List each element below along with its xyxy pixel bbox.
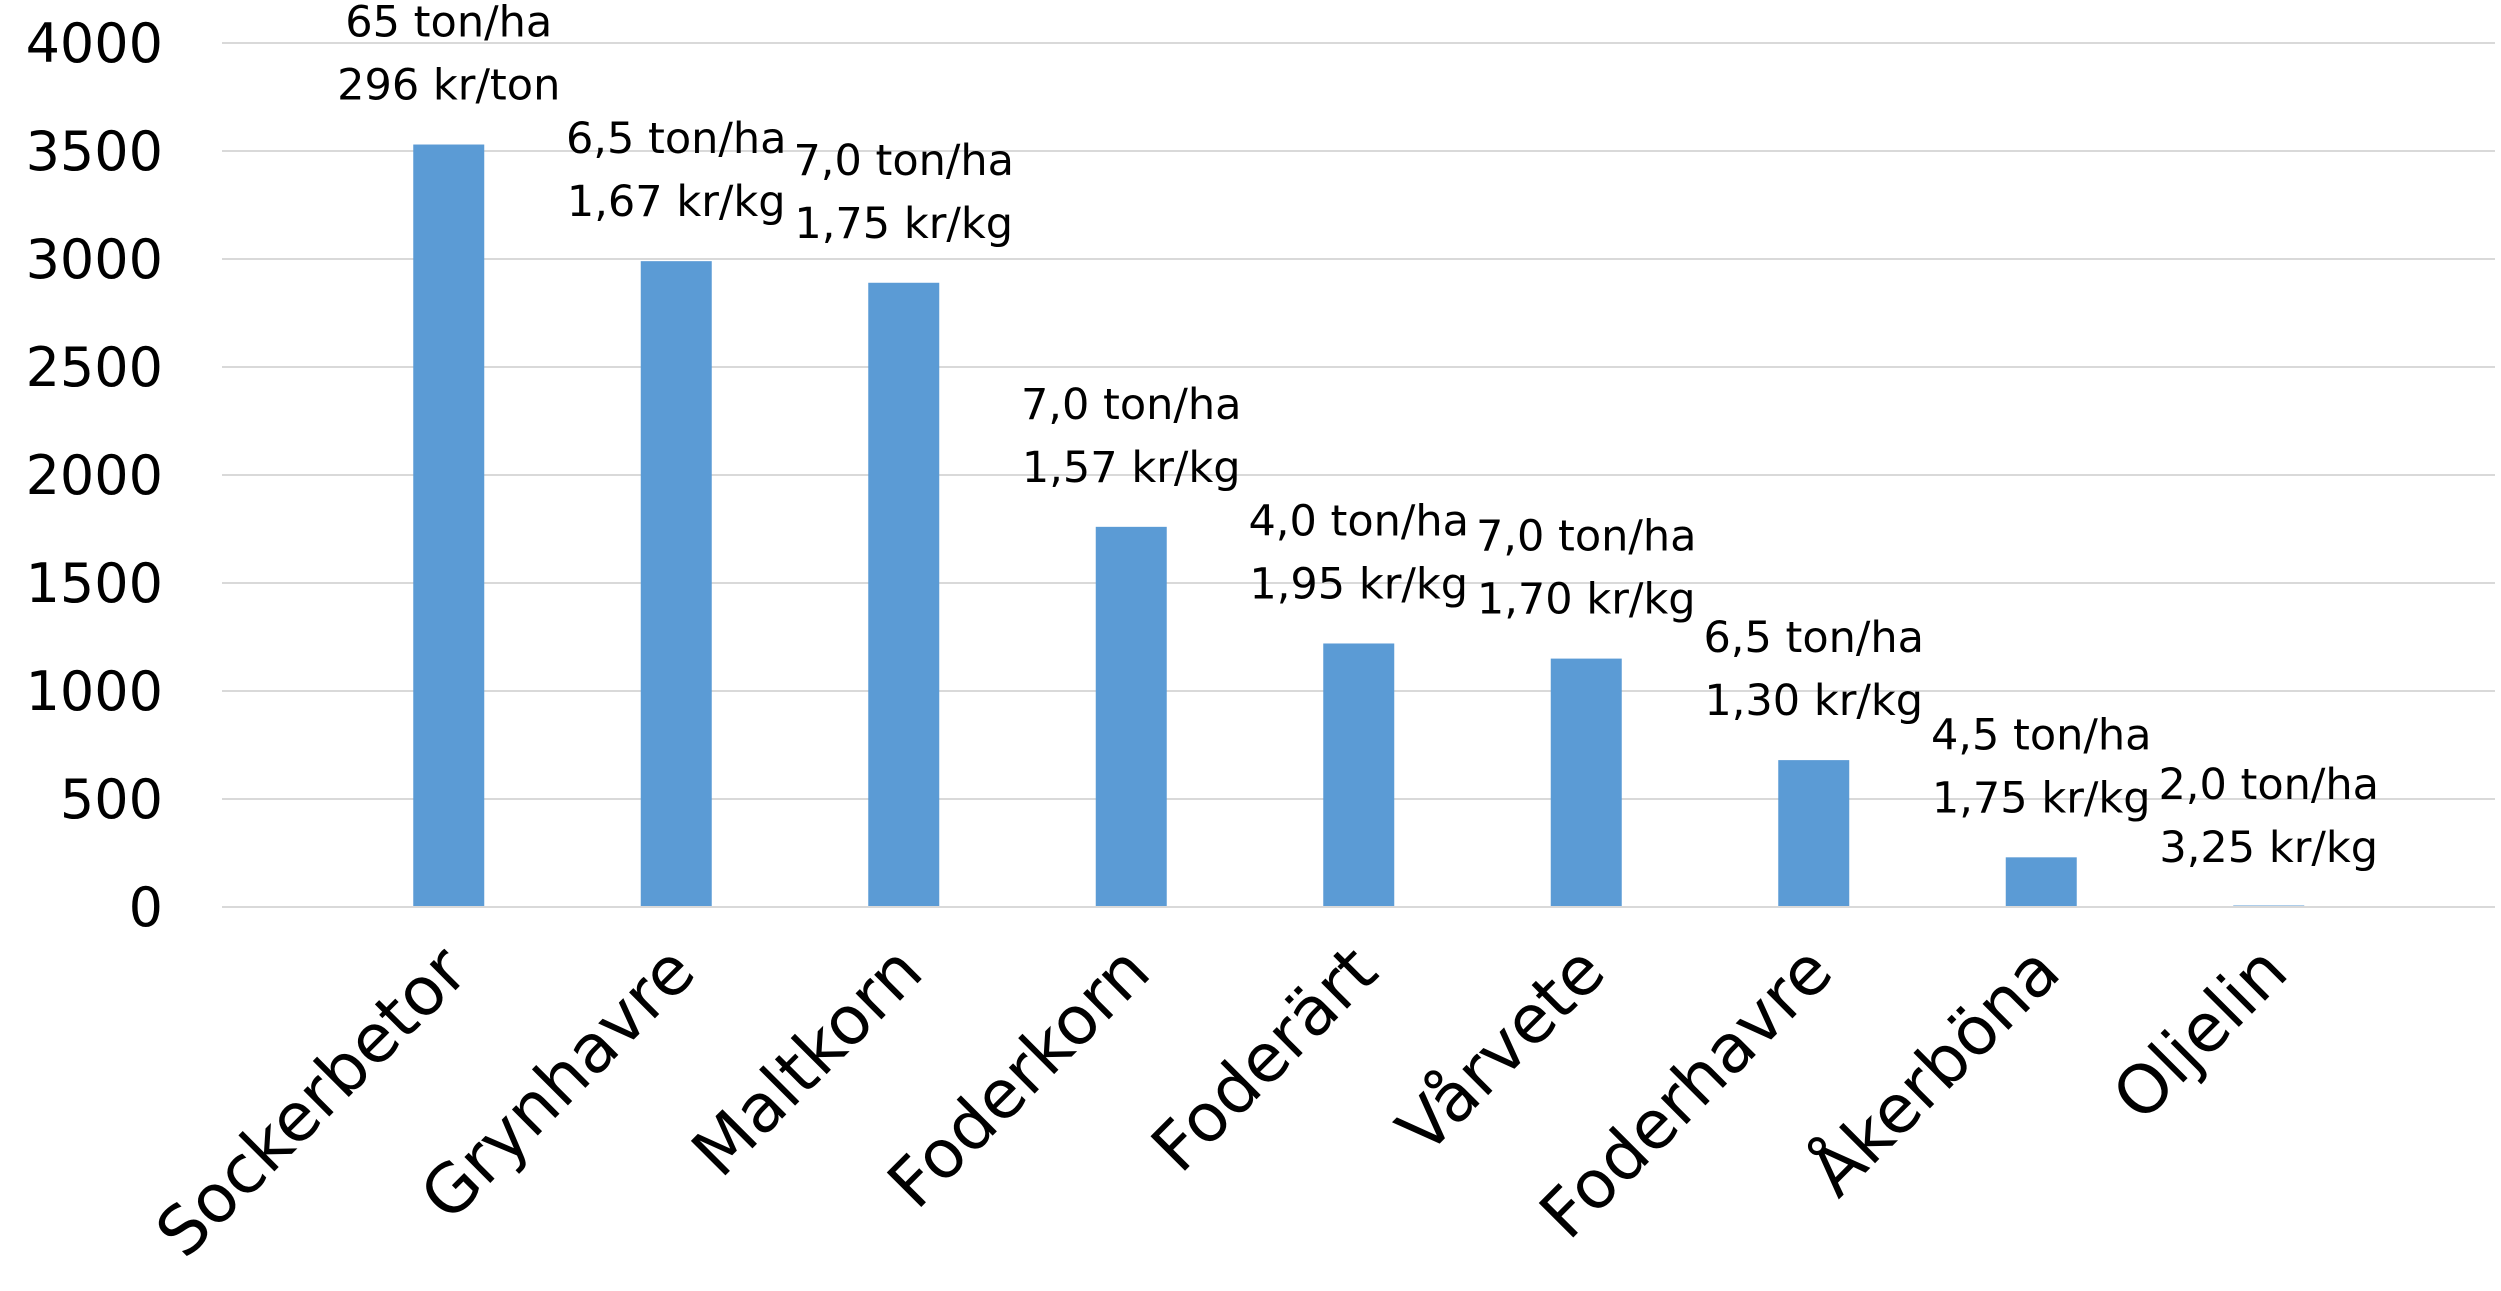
y-tick-label: 2000 xyxy=(26,444,163,507)
y-tick-label: 3500 xyxy=(26,120,163,183)
y-axis-ticks: 0 500 1000 1500 2000 2500 3000 3500 4000 xyxy=(26,12,163,939)
y-tick-label: 0 xyxy=(129,876,163,939)
y-tick-label: 2500 xyxy=(26,336,163,399)
data-label-price: 296 kr/ton xyxy=(337,61,560,111)
bar-vårvete xyxy=(1550,658,1622,907)
bar-maltkorn xyxy=(868,282,940,907)
bar-åkerböna xyxy=(2005,857,2077,907)
bar-foderhavre xyxy=(1778,760,1850,907)
data-label-yield: 65 ton/ha xyxy=(345,0,552,48)
y-tick-label: 4000 xyxy=(26,12,163,75)
data-label-yield: 6,5 ton/ha xyxy=(566,114,787,164)
data-label-yield: 2,0 ton/ha xyxy=(2158,760,2379,810)
data-label-yield: 7,0 ton/ha xyxy=(1021,380,1242,430)
data-label-yield: 4,0 ton/ha xyxy=(1248,496,1469,546)
data-label-price: 1,75 kr/kg xyxy=(1932,773,2151,823)
y-tick-label: 1500 xyxy=(26,552,163,615)
x-tick-label: Oljelin xyxy=(2098,931,2302,1135)
y-tick-label: 3000 xyxy=(26,228,163,291)
data-label-price: 3,25 kr/kg xyxy=(2159,823,2378,873)
gridlines xyxy=(222,42,2495,800)
bar-foderkorn xyxy=(1095,526,1167,907)
data-label-yield: 7,0 ton/ha xyxy=(1476,512,1697,562)
bar-grynhavre xyxy=(640,261,712,907)
data-label-price: 1,70 kr/kg xyxy=(1477,575,1696,625)
data-label-price: 1,95 kr/kg xyxy=(1249,559,1468,609)
y-tick-label: 500 xyxy=(60,768,163,831)
data-label-yield: 6,5 ton/ha xyxy=(1703,613,1924,663)
x-tick-label: Vårvete xyxy=(1382,931,1619,1168)
data-label-yield: 4,5 ton/ha xyxy=(1931,710,2152,760)
data-label-yield: 7,0 ton/ha xyxy=(793,136,1014,186)
bars xyxy=(413,144,2305,907)
data-label-price: 1,57 kr/kg xyxy=(1022,443,1241,493)
x-axis-ticks: SockerbetorGrynhavreMaltkornFoderkornFod… xyxy=(141,930,2302,1272)
bar-foderärt xyxy=(1323,643,1395,907)
bar-sockerbetor xyxy=(413,144,485,907)
x-tick-label: Åkerböna xyxy=(1793,930,2074,1211)
x-tick-label: Foderärt xyxy=(1137,931,1392,1186)
data-label-price: 1,30 kr/kg xyxy=(1704,676,1923,726)
data-label-price: 1,75 kr/kg xyxy=(794,199,1013,249)
y-tick-label: 1000 xyxy=(26,660,163,723)
x-tick-label: Sockerbetor xyxy=(141,931,482,1272)
data-label-price: 1,67 kr/kg xyxy=(567,177,786,227)
